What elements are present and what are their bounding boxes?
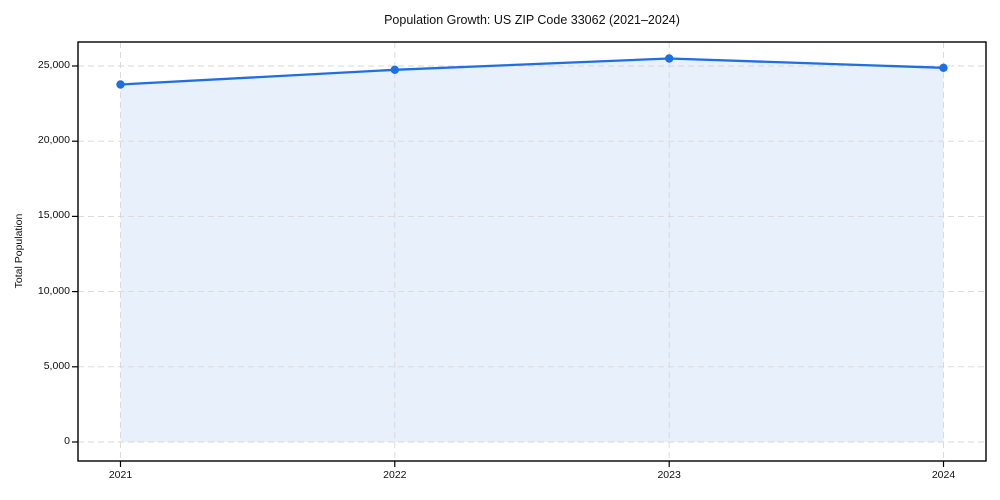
trend-line <box>119 57 945 86</box>
data-point <box>116 80 125 89</box>
chart-title: Population Growth: US ZIP Code 33062 (20… <box>384 13 680 27</box>
data-point <box>390 65 399 75</box>
plot-border <box>77 41 987 462</box>
data-point <box>665 54 674 63</box>
area-fill <box>120 58 944 442</box>
data-point <box>939 63 948 72</box>
